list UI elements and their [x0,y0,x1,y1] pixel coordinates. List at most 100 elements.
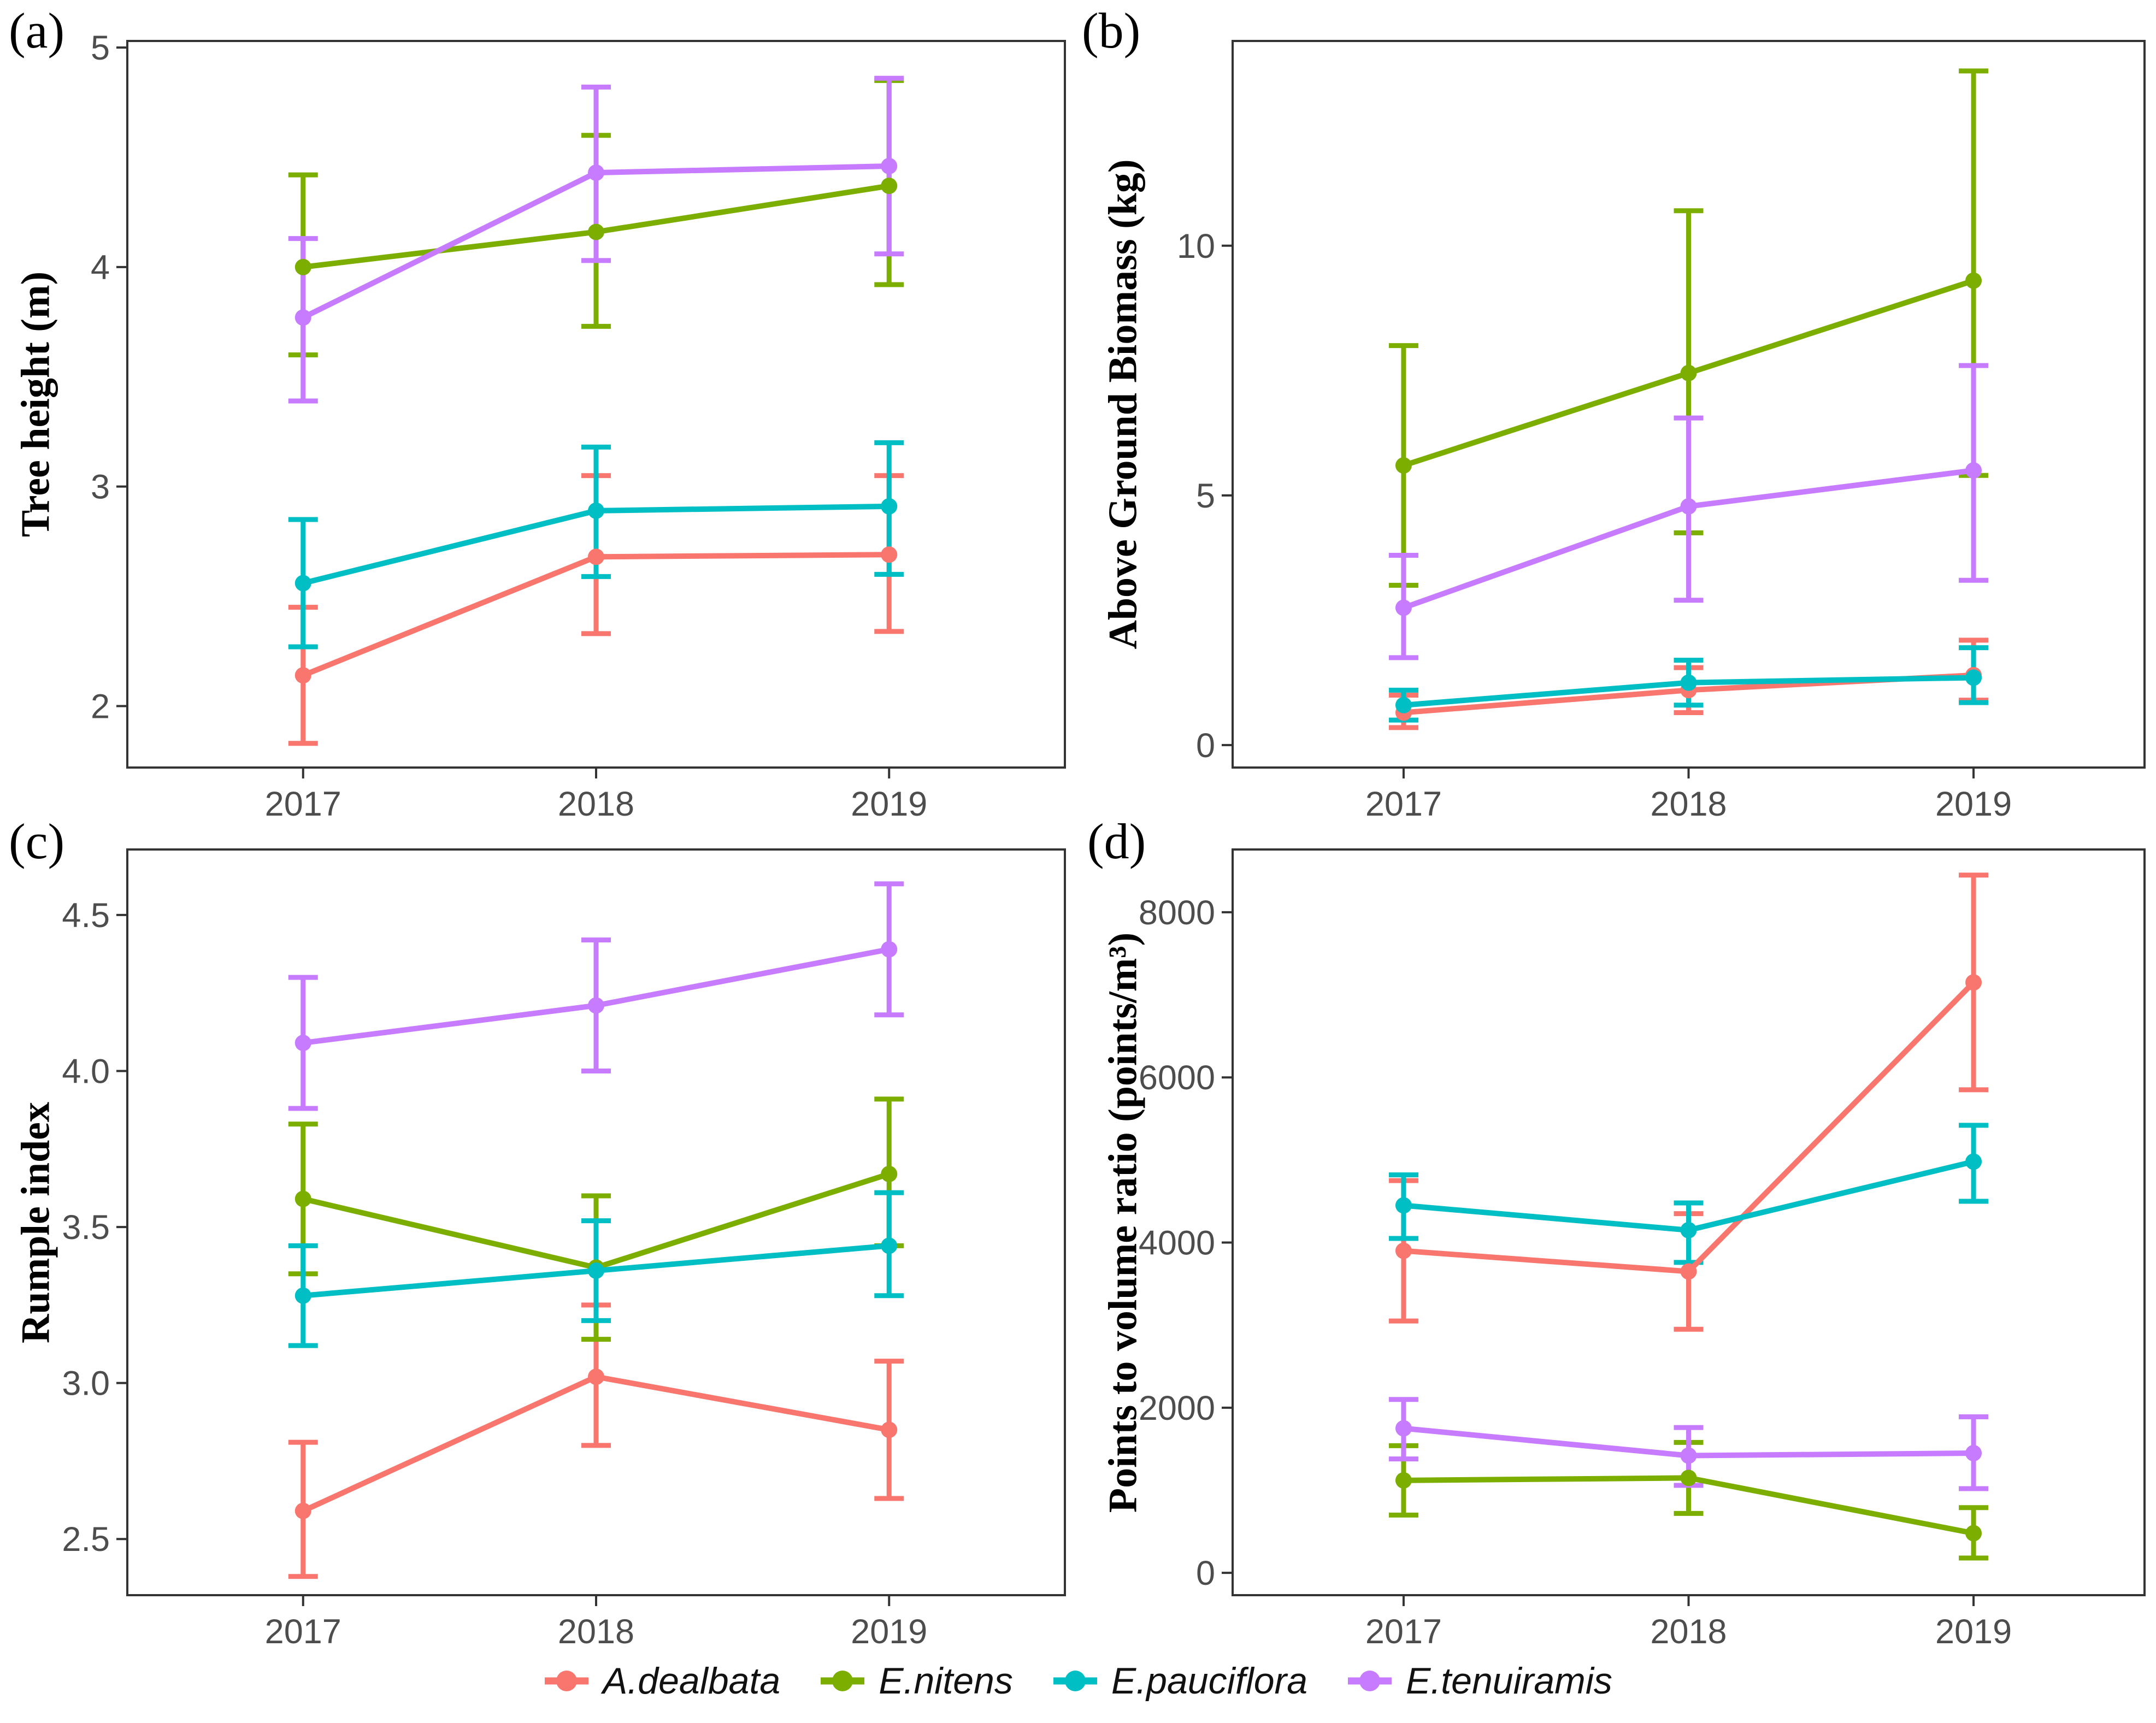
data-point [294,1035,311,1052]
legend-item-A.dealbata: A.dealbata [544,1660,780,1702]
data-point [294,309,311,326]
y-tick-label: 4.0 [62,1053,110,1091]
series-points-E.pauciflora [294,1237,898,1304]
legend-key-dot [556,1671,578,1691]
x-tick-label: 2017 [265,785,341,823]
series-points-E.nitens [294,178,898,275]
y-tick-label: 4 [91,249,110,287]
plot-area-a: 2 3 4 5 2017 2018 2019 [91,29,1066,823]
series-points-E.pauciflora [1395,1153,1982,1238]
data-point [1965,1153,1982,1170]
legend-key-icon [545,1671,589,1691]
y-tick-label: 3.0 [62,1365,110,1403]
y-axis-title-d: Points to volume ratio (points/m³) [1100,932,1146,1513]
x-tick-label: 2018 [558,785,634,823]
legend-label: E.tenuiramis [1406,1660,1612,1702]
series-points-E.nitens [1395,1470,1982,1542]
legend-item-E.tenuiramis: E.tenuiramis [1347,1660,1612,1702]
data-point [294,1190,311,1207]
data-point [1965,669,1982,686]
x-tick-label: 2019 [1935,1613,2012,1651]
x-tick-label: 2019 [851,785,927,823]
data-point [294,667,311,684]
x-tick-label: 2019 [851,1613,927,1651]
legend-key-icon [821,1671,865,1691]
data-point [1395,1242,1412,1259]
x-tick-label: 2017 [1365,1613,1442,1651]
data-point [1965,462,1982,479]
legend-label: E.pauciflora [1111,1660,1308,1702]
data-point [881,1165,898,1182]
legend-key-icon [1348,1671,1392,1691]
series-points-E.tenuiramis [294,941,898,1052]
legend: A.dealbata E.nitens E.pauciflora E.tenuiram… [0,1639,2156,1723]
legend-item-E.pauciflora: E.pauciflora [1052,1660,1307,1702]
y-tick-label: 10 [1177,227,1215,265]
legend-label: A.dealbata [603,1660,781,1702]
x-tick-label: 2017 [1365,785,1442,823]
errorbars-E.tenuiramis [288,881,904,1111]
x-tick-label: 2018 [1650,785,1727,823]
panel-label-c: (c) [9,813,65,869]
data-point [294,575,311,592]
data-point [294,258,311,275]
legend-key-icon [1053,1671,1097,1691]
panel-label-d: (d) [1087,813,1146,869]
data-point [1680,674,1697,691]
data-point [588,997,604,1014]
series-points-A.dealbata [294,1368,898,1519]
data-point [1680,1222,1697,1238]
data-point [588,548,604,565]
data-point [881,158,898,175]
y-tick-label: 5 [91,29,110,67]
plot-area-b: 0 5 10 2017 2018 2019 [1177,40,2146,823]
data-point [1965,1525,1982,1542]
y-axis-title-a: Tree height (m) [13,271,58,538]
series-points-E.pauciflora [1395,669,1982,713]
data-point [588,1262,604,1279]
panel-label-a: (a) [9,3,65,58]
y-tick-label: 4.5 [62,896,110,935]
series-points-E.nitens [1395,272,1982,474]
data-point [881,546,898,563]
legend-key-dot [1064,1671,1086,1691]
data-point [1395,1197,1412,1214]
series-points-E.tenuiramis [294,158,898,326]
y-tick-label: 0 [1196,1554,1215,1592]
y-tick-label: 2000 [1139,1389,1215,1427]
data-point [1965,974,1982,991]
y-tick-label: 3.5 [62,1208,110,1247]
data-point [1680,1263,1697,1280]
y-tick-label: 3 [91,468,110,506]
y-tick-label: 5 [1196,477,1215,515]
series-points-E.pauciflora [294,498,898,592]
y-axis-title-b: Above Ground Biomass (kg) [1100,159,1146,650]
series-points-E.tenuiramis [1395,462,1982,616]
data-point [881,1237,898,1254]
legend-key-dot [832,1671,853,1691]
x-tick-label: 2017 [265,1613,341,1651]
data-point [881,178,898,194]
y-tick-label: 6000 [1139,1059,1215,1097]
x-tick-label: 2018 [558,1613,634,1651]
data-point [588,1368,604,1385]
errorbars-E.pauciflora [1388,1123,1989,1265]
plot-area-d: 0 2000 4000 6000 8000 2017 2018 2019 [1139,848,2146,1651]
y-tick-label: 2 [91,687,110,725]
legend-item-E.nitens: E.nitens [820,1660,1013,1702]
series-points-A.dealbata [1395,974,1982,1280]
y-tick-label: 4000 [1139,1224,1215,1262]
data-point [1395,457,1412,474]
data-point [588,502,604,519]
data-point [1680,1447,1697,1464]
series-points-E.tenuiramis [1395,1420,1982,1464]
y-tick-label: 0 [1196,727,1215,765]
data-point [1395,1420,1412,1437]
data-point [1395,599,1412,616]
data-point [881,941,898,958]
data-point [588,164,604,181]
data-point [1965,1445,1982,1461]
data-point [588,223,604,240]
data-point [881,498,898,515]
